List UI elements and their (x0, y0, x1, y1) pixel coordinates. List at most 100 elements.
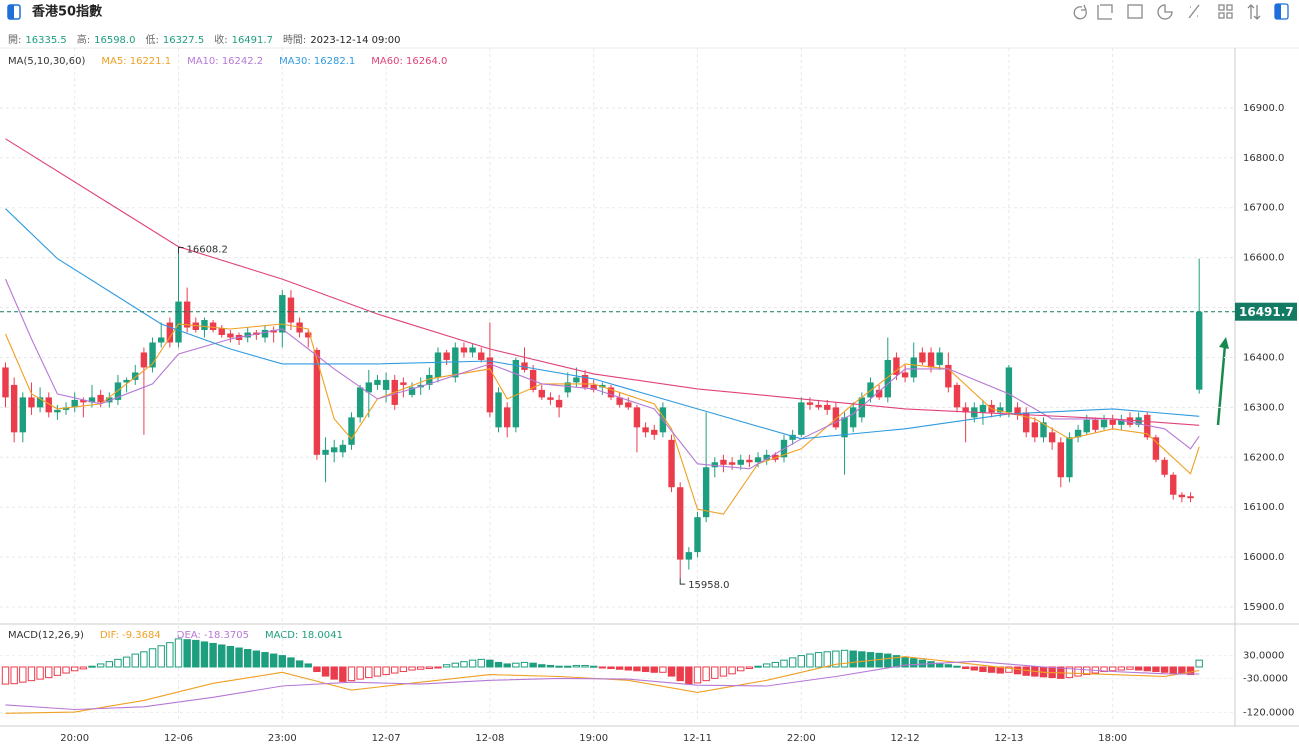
macd-bar (503, 663, 511, 668)
candle-body (365, 382, 372, 393)
candle-body (149, 342, 156, 368)
candle-body (564, 382, 571, 393)
macd-bar (754, 665, 762, 668)
legend-value: 18.0041 (301, 630, 342, 641)
macd-bar (200, 641, 209, 668)
candle-body (607, 387, 615, 398)
candle-body (1195, 311, 1203, 390)
candle-body (529, 369, 537, 390)
macd-bar (1013, 666, 1022, 675)
x-tick-label: 12-06 (164, 733, 193, 744)
candle-body (1161, 459, 1168, 475)
pie-icon[interactable] (1157, 4, 1173, 20)
macd-bar (356, 666, 364, 680)
candle-body (789, 434, 796, 440)
candle-body (1178, 494, 1186, 498)
panel-icon-fill (1275, 4, 1281, 19)
macd-bar (1083, 666, 1091, 676)
macd-bar (961, 666, 970, 669)
candle-body (19, 397, 27, 433)
y-tick-label: 16300.0 (1243, 402, 1284, 413)
legend-value: -9.3684 (122, 630, 161, 641)
macd-bar (858, 651, 866, 668)
macd-bar (10, 666, 18, 685)
candle-body (244, 332, 251, 338)
ma-legend: MA5: 16221.1 (101, 56, 171, 67)
candle-body (495, 392, 502, 428)
macd-bar (235, 647, 243, 668)
candle-body (927, 352, 935, 368)
refresh-icon[interactable] (1073, 4, 1087, 20)
candle-body (382, 379, 390, 390)
header-value: 16335.5 (25, 35, 66, 46)
candle-body (157, 337, 165, 343)
candle-body (1152, 437, 1160, 460)
header-value: 16491.7 (232, 35, 273, 46)
macd-bar (183, 639, 191, 668)
macd-bar (252, 650, 261, 668)
macd-bar (564, 665, 572, 668)
x-tick-label: 20:00 (60, 733, 89, 744)
header-value: 16598.0 (94, 35, 135, 46)
candle-body (123, 379, 130, 383)
macd-bar (659, 666, 667, 673)
x-tick-label: 12-08 (475, 733, 504, 744)
layout-icon[interactable] (1218, 4, 1233, 19)
macd-bar (382, 666, 390, 676)
macd-bar (849, 650, 857, 668)
y-tick-label: -30.0000 (1243, 673, 1288, 684)
candle-body (426, 374, 433, 385)
header-value: 2023-12-14 09:00 (310, 35, 400, 46)
candle-body (919, 352, 926, 363)
trend-arrow (1216, 344, 1227, 426)
percent-icon[interactable] (1188, 4, 1200, 19)
macd-bar (425, 666, 434, 669)
candle-body (1014, 407, 1021, 415)
candle-body (54, 409, 61, 413)
candle-body (374, 379, 381, 385)
macd-bar (321, 666, 330, 677)
header-label: 高: (77, 33, 90, 46)
header-label: 收: (214, 33, 227, 46)
macd-bar (1, 666, 10, 685)
x-tick-label: 12-11 (683, 733, 712, 744)
header-value: 16327.5 (163, 35, 204, 46)
macd-bar (546, 664, 555, 668)
macd-bar (745, 666, 754, 669)
y-tick-label: 15900.0 (1243, 602, 1284, 613)
candle-body (849, 407, 857, 428)
legend-name: DEA: (177, 630, 204, 641)
candle-body (824, 404, 831, 410)
macd-bar (572, 664, 581, 668)
x-tick-label: 23:00 (268, 733, 297, 744)
macd-bar (96, 663, 105, 668)
candle-body (685, 552, 693, 560)
macd-bar (762, 663, 771, 668)
header-label: 時間: (283, 34, 306, 46)
max-pointer (178, 247, 184, 254)
candle-body (71, 399, 78, 408)
candle-body (901, 372, 909, 378)
candle-body (400, 382, 407, 385)
candle-body (356, 387, 364, 418)
macd-bar (486, 659, 494, 668)
macd-bar (416, 666, 425, 670)
draw-icon[interactable] (1097, 4, 1113, 20)
macd-bar (624, 666, 632, 671)
macd-bar (650, 666, 658, 673)
candle-body (875, 389, 883, 398)
macd-bar (79, 666, 88, 670)
sort-icon[interactable] (1247, 4, 1261, 20)
y-tick-label: 16800.0 (1243, 153, 1284, 164)
x-tick-label: 19:00 (579, 733, 608, 744)
candle-body (97, 394, 104, 403)
candle-body (806, 402, 814, 405)
candle-body (1083, 419, 1090, 433)
macd-bar (477, 658, 485, 668)
candle-body (175, 301, 182, 343)
indicator-icon[interactable] (1127, 4, 1143, 19)
macd-bar (174, 638, 183, 668)
macd-bar (840, 649, 849, 668)
candle-body (1057, 442, 1064, 478)
candle-body (305, 332, 312, 338)
